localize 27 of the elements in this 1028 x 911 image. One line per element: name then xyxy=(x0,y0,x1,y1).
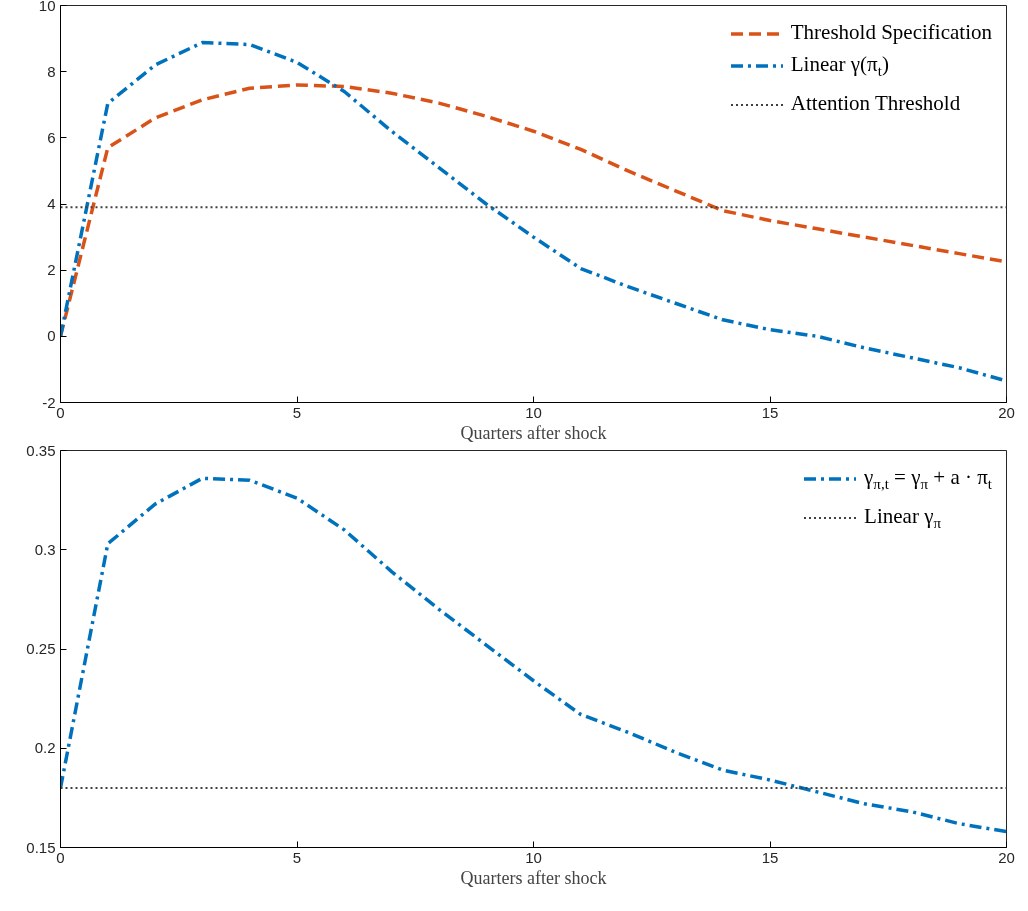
y-tick-label: 0.2 xyxy=(34,739,56,757)
x-tick-label: 15 xyxy=(761,848,779,866)
y-tick-label: -2 xyxy=(42,393,56,411)
legend-label: Threshold Specification xyxy=(789,19,992,46)
y-tick-label: 6 xyxy=(47,128,56,146)
x-tick-label: 5 xyxy=(292,848,302,866)
y-tick-label: 0 xyxy=(47,327,56,345)
x-tick-label: 5 xyxy=(292,403,302,421)
y-tick-label: 8 xyxy=(47,62,56,80)
y-tick-label: 0.25 xyxy=(26,640,56,657)
x-tick-label: 10 xyxy=(525,848,542,866)
x-tick-label: 15 xyxy=(761,403,779,421)
y-tick-label: 0.15 xyxy=(26,838,56,856)
legend-label: Linear γ(π$_{t}$) xyxy=(789,51,890,82)
legend-label: Linear γ$_{π}$ xyxy=(863,503,942,534)
x-axis-title: Quarters after shock xyxy=(460,422,607,443)
y-tick-label: 0.35 xyxy=(26,441,56,459)
legend-label: Attention Threshold xyxy=(789,90,962,118)
y-tick-label: 0.3 xyxy=(34,540,56,558)
x-tick-label: 10 xyxy=(525,403,542,421)
x-tick-label: 20 xyxy=(998,848,1015,866)
x-axis-title: Quarters after shock xyxy=(460,867,607,888)
legend-label: γ$_{π,t}$ = γ$_{π}$ + a · π$_{t}$ xyxy=(863,464,992,495)
y-tick-label: 4 xyxy=(47,195,56,212)
y-tick-label: 2 xyxy=(47,261,56,279)
x-tick-label: 20 xyxy=(998,403,1015,421)
y-tick-label: 10 xyxy=(38,0,56,14)
